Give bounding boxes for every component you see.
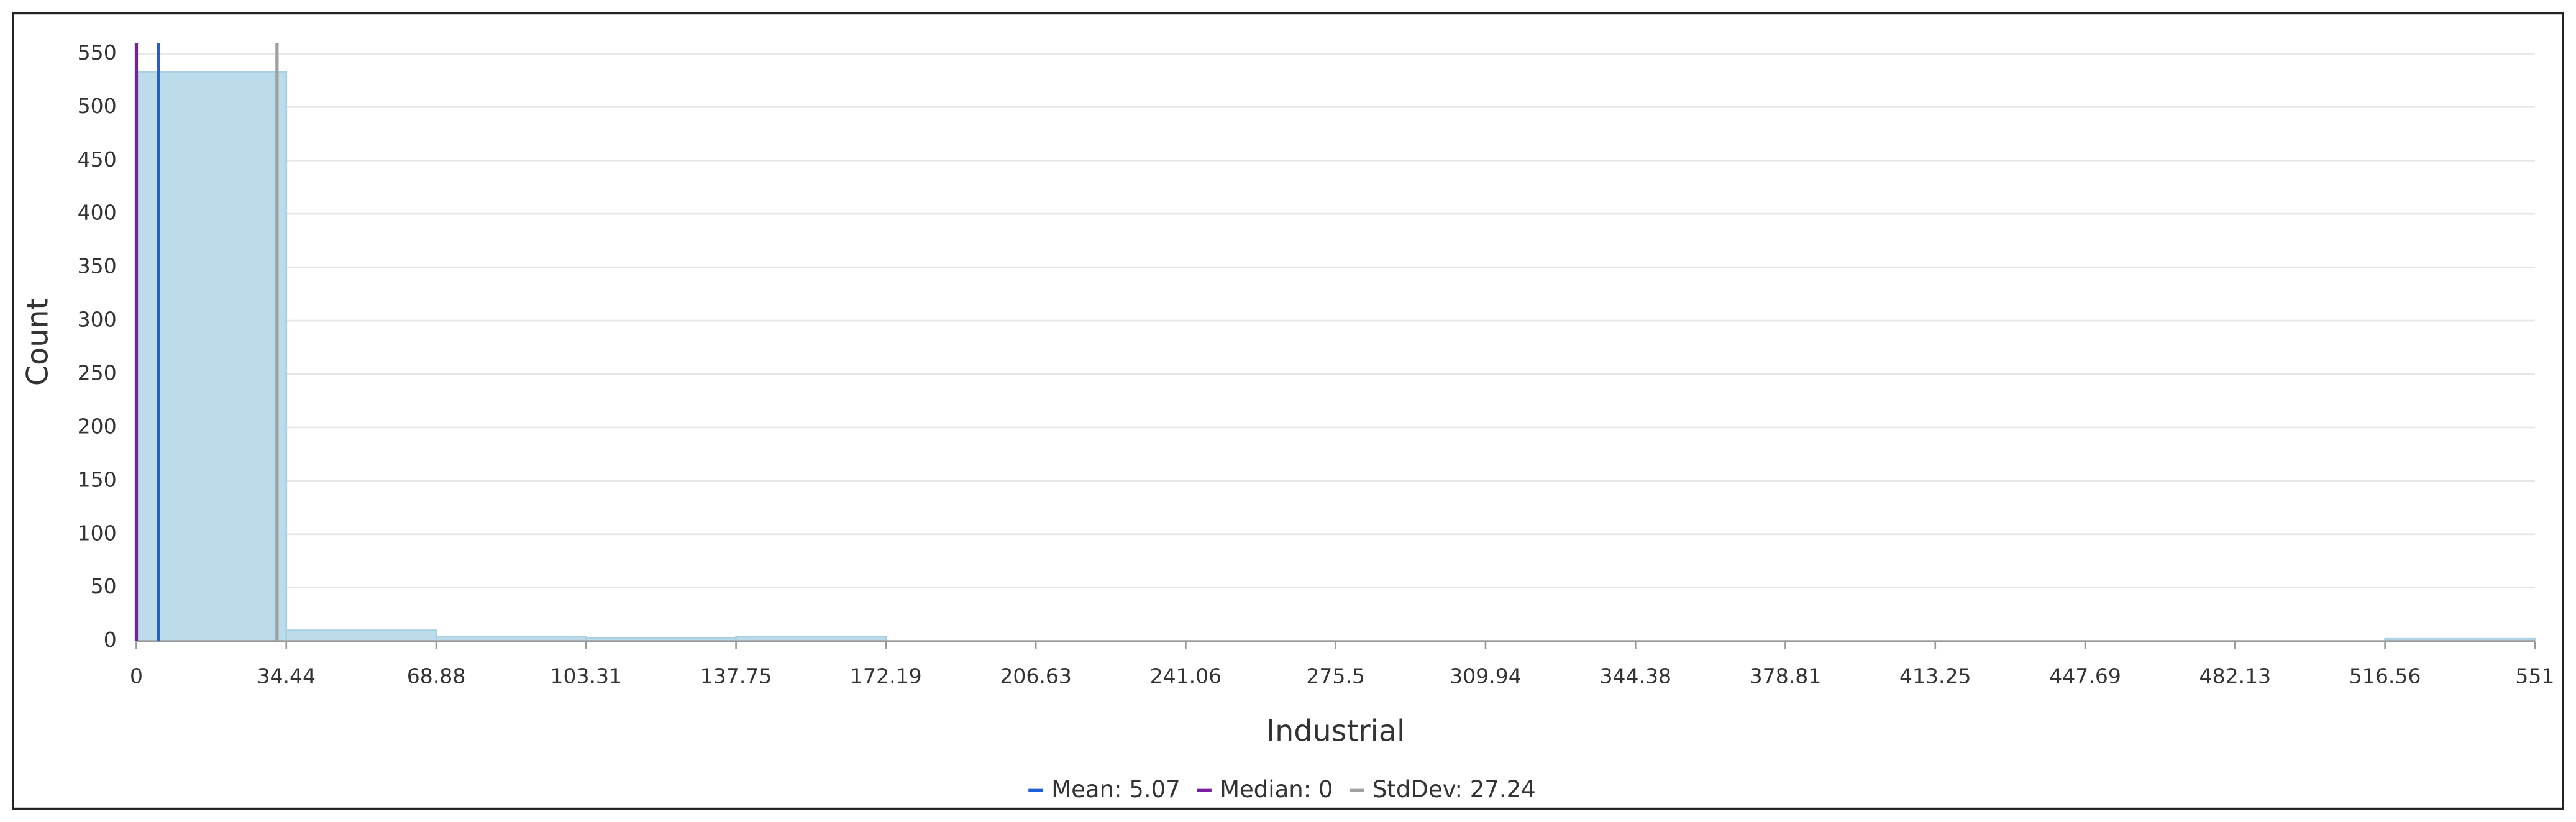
x-tick-label: 447.69 [2049, 664, 2121, 688]
y-axis-label: Count [21, 298, 55, 386]
y-tick-label: 250 [78, 361, 117, 385]
legend-label: StdDev: 27.24 [1372, 776, 1536, 803]
histogram-bar [285, 629, 437, 642]
y-tick-label: 100 [78, 521, 117, 545]
x-tick-label: 0 [130, 664, 143, 688]
x-tick-label: 68.88 [407, 664, 466, 688]
frame [12, 12, 2564, 810]
y-tick-label: 200 [78, 414, 117, 438]
x-tick-label: 103.31 [550, 664, 622, 688]
y-tick-label: 400 [78, 201, 117, 225]
y-tick-label: 550 [78, 40, 117, 65]
x-tick-label: 137.75 [700, 664, 772, 688]
x-tick-label: 309.94 [1450, 664, 1522, 688]
x-tick-label: 241.06 [1150, 664, 1222, 688]
legend: Mean: 5.07 Median: 0 StdDev: 27.24 [1028, 776, 1536, 803]
y-tick-label: 50 [91, 574, 117, 598]
y-tick-label: 500 [78, 94, 117, 118]
x-tick-label: 378.81 [1750, 664, 1822, 688]
histogram-bar [135, 71, 288, 642]
x-tick-label: 206.63 [1000, 664, 1072, 688]
x-tick-label: 516.56 [2349, 664, 2421, 688]
x-axis-label: Industrial [1266, 715, 1405, 749]
x-tick-label: 413.25 [1899, 664, 1971, 688]
y-tick-label: 300 [78, 308, 117, 332]
x-tick-label: 172.19 [850, 664, 922, 688]
x-tick-label: 551 [2515, 664, 2554, 688]
y-tick-label: 350 [78, 254, 117, 278]
x-tick-label: 275.5 [1306, 664, 1365, 688]
y-tick-label: 150 [78, 467, 117, 491]
y-tick-label: 0 [104, 628, 117, 652]
y-tick-label: 450 [78, 147, 117, 171]
legend-label: Median: 0 [1220, 776, 1333, 803]
x-tick-label: 482.13 [2199, 664, 2272, 688]
legend-label: Mean: 5.07 [1051, 776, 1180, 803]
x-tick-label: 34.44 [257, 664, 316, 688]
x-tick-label: 344.38 [1599, 664, 1671, 688]
